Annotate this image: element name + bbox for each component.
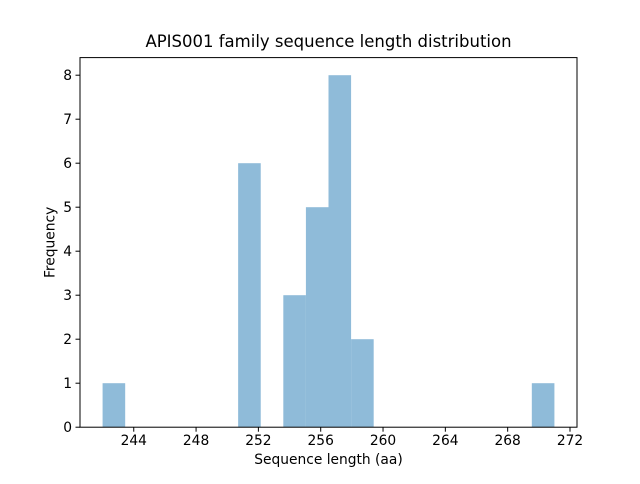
x-tick-label: 252 [245,433,271,449]
y-axis-label: Frequency [43,207,59,278]
bars-group [102,75,555,428]
x-tick-label: 268 [494,433,520,449]
y-tick-label: 8 [63,68,72,84]
x-tick-label: 244 [121,433,147,449]
y-tick-label: 1 [63,376,72,392]
y-tick-label: 0 [63,420,72,436]
histogram-bar [283,295,306,428]
y-tick-label: 4 [63,244,72,260]
histogram-bar [305,207,329,428]
y-axis-ticks: 0 1 2 3 4 5 6 7 8 [63,68,80,436]
y-tick-label: 5 [63,200,72,216]
x-tick-label: 272 [557,433,583,449]
x-tick-label: 248 [183,433,209,449]
x-tick-label: 256 [308,433,334,449]
y-tick-label: 7 [63,112,72,128]
x-tick-label: 264 [432,433,458,449]
axes-spines [79,57,578,428]
chart-title: APIS001 family sequence length distribut… [145,32,511,51]
histogram-bar [102,383,126,428]
y-tick-label: 6 [63,156,72,172]
histogram-bar [238,163,261,428]
histogram-bar [351,339,374,428]
histogram-bar [328,75,352,428]
x-axis-label: Sequence length (aa) [254,452,402,468]
y-tick-label: 3 [63,288,72,304]
y-tick-label: 2 [63,332,72,348]
x-axis-ticks: 244 248 252 256 260 264 268 272 [121,427,583,449]
histogram-bar [531,383,555,428]
x-tick-label: 260 [370,433,396,449]
